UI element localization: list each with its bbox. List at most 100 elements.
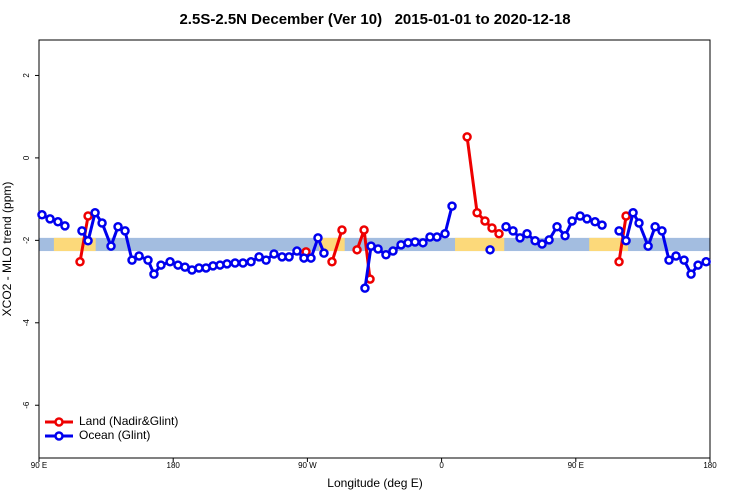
legend-label: Ocean (Glint) — [79, 428, 150, 442]
data-point — [83, 236, 93, 246]
data-point — [254, 252, 264, 262]
data-point — [165, 257, 175, 267]
data-point — [53, 217, 63, 227]
data-point — [292, 246, 302, 256]
data-point — [90, 207, 100, 218]
data-point — [494, 228, 504, 239]
data-point — [597, 220, 607, 230]
data-point — [701, 257, 711, 267]
legend-label: Land (Nadir&Glint) — [79, 414, 178, 428]
series-line — [78, 136, 628, 280]
data-point — [45, 214, 55, 224]
data-point — [537, 239, 547, 249]
land-band — [455, 237, 505, 252]
data-point — [269, 249, 279, 259]
chart-title: 2.5S-2.5N December (Ver 10) 2015-01-01 t… — [179, 11, 570, 28]
data-point — [410, 237, 420, 247]
data-point — [337, 225, 347, 235]
y-axis-label: XCO2 - MLO trend (ppm) — [0, 182, 14, 317]
data-point — [664, 255, 674, 265]
data-point — [134, 251, 144, 261]
data-point — [352, 245, 362, 255]
data-point — [313, 233, 323, 243]
data-point — [143, 255, 153, 265]
data-point — [472, 207, 482, 218]
data-point — [418, 238, 428, 248]
x-tick-label: 90 W — [298, 461, 317, 470]
data-point — [447, 201, 457, 211]
plot-frame — [38, 39, 711, 459]
data-point — [628, 207, 638, 218]
data-point — [246, 257, 256, 267]
x-tick-label: 180 — [167, 461, 181, 470]
data-point — [582, 214, 592, 224]
data-point — [83, 211, 93, 221]
legend-marker — [54, 417, 64, 427]
y-tick-label: -6 — [22, 401, 31, 409]
data-point — [60, 221, 70, 231]
data-point — [381, 250, 391, 260]
data-point — [485, 245, 495, 255]
data-point — [440, 228, 450, 239]
data-point — [508, 226, 518, 236]
x-tick-label: 90 E — [568, 461, 584, 470]
data-point — [671, 251, 681, 261]
data-point — [319, 248, 329, 258]
data-point — [487, 223, 497, 233]
data-point — [359, 225, 369, 235]
data-point — [120, 226, 130, 236]
data-point — [686, 269, 696, 279]
data-point — [480, 216, 490, 226]
data-point — [388, 246, 398, 256]
data-point — [560, 231, 570, 241]
data-point — [515, 233, 525, 243]
data-point — [621, 236, 631, 246]
data-point — [530, 236, 540, 246]
data-point — [634, 218, 644, 228]
land-band — [589, 237, 628, 252]
data-point — [614, 257, 624, 267]
data-point — [693, 260, 703, 270]
data-point — [75, 257, 85, 267]
data-point — [679, 255, 689, 265]
y-tick-label: 0 — [22, 155, 31, 160]
data-point — [552, 221, 562, 232]
data-point — [373, 244, 383, 254]
data-point — [544, 235, 554, 245]
data-point — [149, 269, 159, 279]
data-point — [590, 217, 600, 227]
data-point — [567, 216, 577, 226]
data-point — [462, 132, 472, 142]
data-point — [522, 228, 532, 239]
data-point — [222, 259, 232, 269]
x-tick-label: 90 E — [31, 461, 47, 470]
x-axis-label: Longitude (deg E) — [327, 476, 422, 490]
data-point — [650, 221, 660, 232]
y-tick-label: -2 — [22, 236, 31, 244]
data-point — [127, 255, 137, 265]
data-point — [327, 257, 337, 267]
data-point — [230, 258, 240, 268]
data-point — [306, 253, 316, 263]
data-point — [614, 226, 624, 236]
data-point — [261, 255, 271, 265]
data-point — [432, 232, 442, 242]
data-point — [643, 241, 653, 251]
x-tick-label: 180 — [703, 461, 717, 470]
data-point — [113, 221, 123, 232]
data-point — [77, 226, 87, 236]
data-point — [284, 252, 294, 262]
x-tick-label: 0 — [439, 461, 444, 470]
y-tick-label: 2 — [22, 73, 31, 78]
data-point — [360, 283, 370, 293]
y-tick-label: -4 — [22, 319, 31, 327]
data-point — [501, 221, 511, 232]
data-point — [156, 260, 166, 270]
data-point — [657, 226, 667, 236]
data-point — [238, 258, 248, 268]
data-point — [97, 218, 107, 228]
data-point — [37, 210, 47, 220]
legend-marker — [54, 431, 64, 441]
data-point — [106, 241, 116, 251]
